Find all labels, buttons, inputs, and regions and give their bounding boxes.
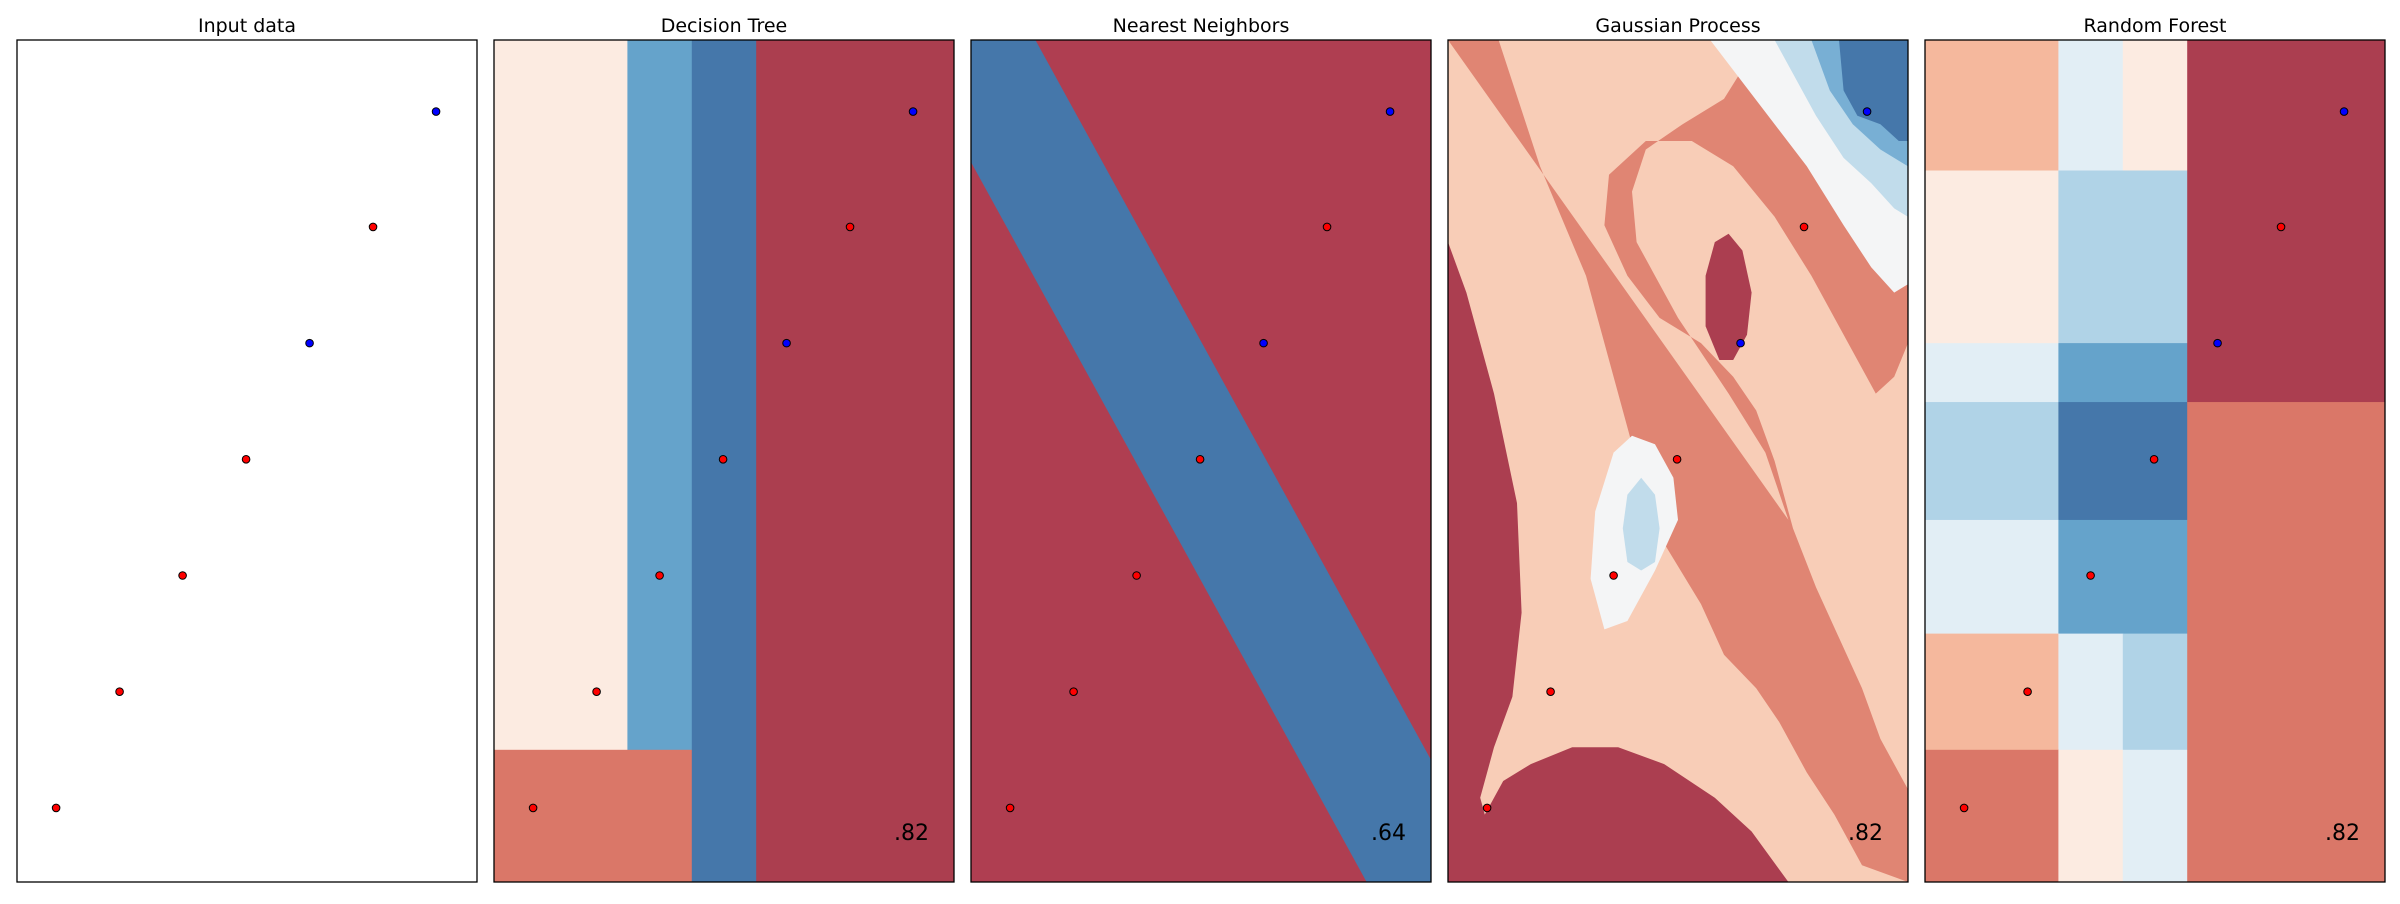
data-point-red-2 [656,572,664,580]
panel-title: Gaussian Process [1595,15,1760,37]
data-point-red-2 [2087,572,2095,580]
panel-title: Decision Tree [661,15,788,37]
panel-2: Nearest Neighbors .64 [971,15,1431,882]
data-point-red-5 [2277,223,2285,231]
data-point-blue-4 [1737,339,1745,347]
accuracy-score: .82 [1848,821,1883,846]
panel-title: Random Forest [2083,15,2226,37]
data-point-red-0 [1483,804,1491,812]
data-point-red-2 [1133,572,1141,580]
decision-region-5 [1925,343,2059,402]
panel-0: Input data [17,15,477,882]
data-point-red-5 [369,223,377,231]
decision-region-18 [2187,402,2385,882]
data-point-red-3 [1673,456,1681,464]
data-point-blue-6 [2340,108,2348,116]
decision-region-0 [1925,40,2059,171]
data-point-blue-4 [1260,339,1268,347]
decision-region-4 [756,40,954,883]
data-point-red-0 [1960,804,1968,812]
data-point-blue-6 [909,108,917,116]
data-point-red-5 [846,223,854,231]
data-point-blue-6 [1386,108,1394,116]
data-point-red-3 [1196,456,1204,464]
decision-region-1 [2058,40,2123,171]
data-point-blue-4 [783,339,791,347]
panel-1: Decision Tree .82 [494,15,955,883]
decision-region-2 [2123,40,2188,171]
decision-region-10 [2058,520,2187,634]
decision-region-12 [2058,634,2123,751]
data-point-red-0 [52,804,60,812]
decision-region-6 [2058,343,2187,402]
decision-region-8 [2058,402,2187,520]
data-point-red-1 [116,688,124,696]
data-point-red-2 [1610,572,1618,580]
decision-region-17 [2187,40,2385,403]
data-point-red-5 [1800,223,1808,231]
decision-region-15 [2058,750,2123,883]
decision-region-0 [494,40,628,750]
data-point-red-5 [1323,223,1331,231]
decision-region-13 [2123,634,2188,751]
data-point-red-1 [1547,688,1555,696]
decision-region-3 [1925,171,2059,344]
accuracy-score: .82 [894,821,929,846]
panel-title: Nearest Neighbors [1113,15,1290,37]
data-point-red-3 [719,456,727,464]
data-point-blue-4 [2214,339,2222,347]
panel-4: Random Forest .82 [1925,15,2386,883]
decision-region-7 [1925,402,2059,520]
accuracy-score: .82 [2325,821,2360,846]
data-point-red-1 [593,688,601,696]
data-point-red-2 [179,572,187,580]
decision-region-4 [2058,171,2187,344]
data-point-red-3 [242,456,250,464]
decision-region-16 [2123,750,2188,883]
decision-region-2 [494,750,692,883]
panel-title: Input data [198,15,296,37]
data-point-red-1 [1070,688,1078,696]
decision-region-14 [1925,750,2059,883]
data-point-red-3 [2150,456,2158,464]
data-point-blue-6 [1863,108,1871,116]
data-point-red-1 [2024,688,2032,696]
accuracy-score: .64 [1371,821,1406,846]
decision-region-9 [1925,520,2059,634]
data-point-red-0 [1006,804,1014,812]
data-point-red-0 [529,804,537,812]
data-point-blue-6 [432,108,440,116]
data-point-blue-4 [306,339,314,347]
decision-region-1 [627,40,692,750]
panel-3: Gaussian Process .82 [1448,15,1908,882]
decision-region-11 [1925,634,2059,751]
